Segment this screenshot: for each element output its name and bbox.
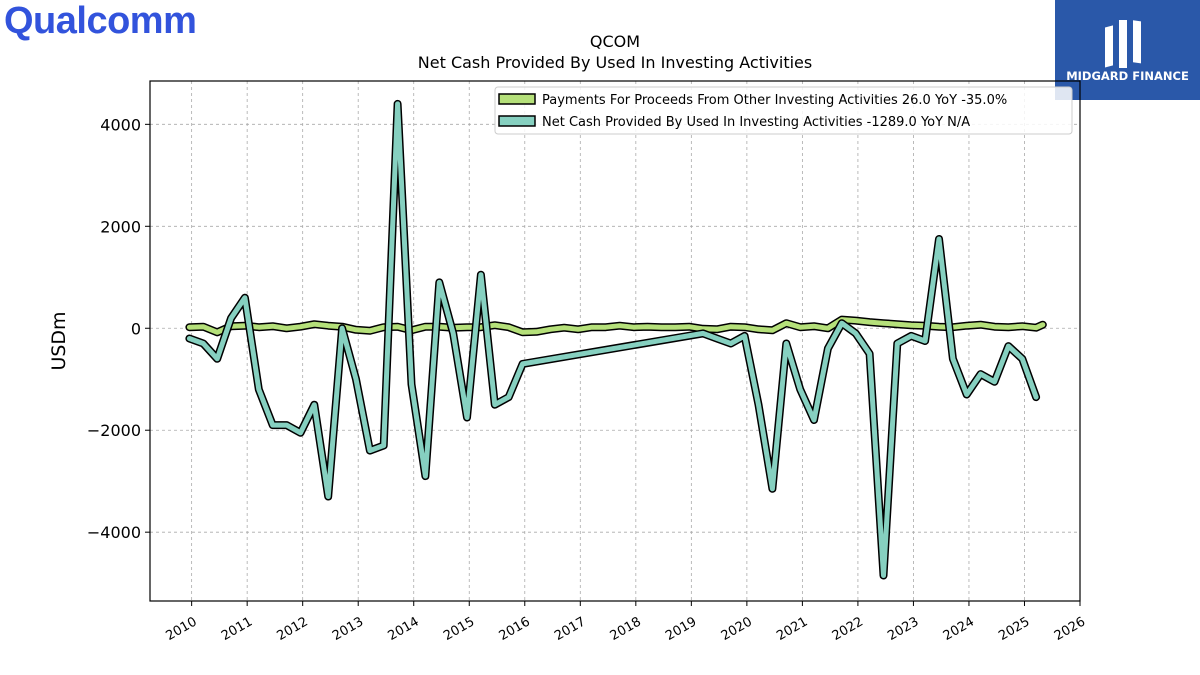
legend-label-other-investing: Payments For Proceeds From Other Investi… [542,93,1007,108]
y-axis-label: USDm [48,311,70,370]
x-tick-label: 2014 [386,614,422,644]
x-tick-label: 2022 [830,614,866,644]
y-tick-label: 4000 [100,115,141,134]
midgard-finance-mark-icon [1105,20,1141,68]
x-tick-label: 2016 [497,614,533,644]
x-tick-label: 2010 [163,614,199,644]
plot-frame [149,80,1081,602]
legend-swatch-net-investing [498,115,536,127]
x-ticks: 2010 2011 2012 2013 2014 2015 2016 2017 2018 2019… [163,601,1088,644]
y-tick-label: −4000 [87,523,141,542]
chart-title: QCOM [590,32,640,51]
series-layer [185,99,1047,580]
x-tick-label: 2015 [441,614,477,644]
x-tick-label: 2013 [330,614,366,644]
legend: Payments For Proceeds From Other Investi… [494,86,1073,135]
x-tick-label: 2021 [774,614,810,644]
x-tick-label: 2011 [219,614,255,644]
x-tick-label: 2012 [275,614,311,644]
midgard-finance-text: MIDGARD FINANCE [1066,69,1189,83]
midgard-finance-logo: MIDGARD FINANCE [1055,0,1200,100]
y-ticks: 4000 2000 0 −2000 −4000 [87,115,150,542]
x-tick-label: 2017 [552,614,588,644]
legend-swatch-other-investing [498,93,536,105]
series-1-line [186,101,1039,578]
chart-subtitle: Net Cash Provided By Used In Investing A… [418,53,812,72]
x-tick-label: 2026 [1052,614,1088,644]
grid-lines [150,81,1081,601]
qualcomm-logo: Qualcomm [4,0,197,42]
x-tick-label: 2023 [885,614,921,644]
x-tick-label: 2020 [719,614,755,644]
legend-label-net-investing: Net Cash Provided By Used In Investing A… [542,115,970,130]
series-0-line [186,317,1046,335]
legend-box [494,86,1073,135]
y-tick-label: 2000 [100,217,141,236]
x-tick-label: 2025 [996,614,1032,644]
x-tick-label: 2024 [941,614,977,644]
x-tick-label: 2019 [663,614,699,644]
y-tick-label: 0 [131,319,141,338]
x-tick-label: 2018 [608,614,644,644]
y-tick-label: −2000 [87,421,141,440]
